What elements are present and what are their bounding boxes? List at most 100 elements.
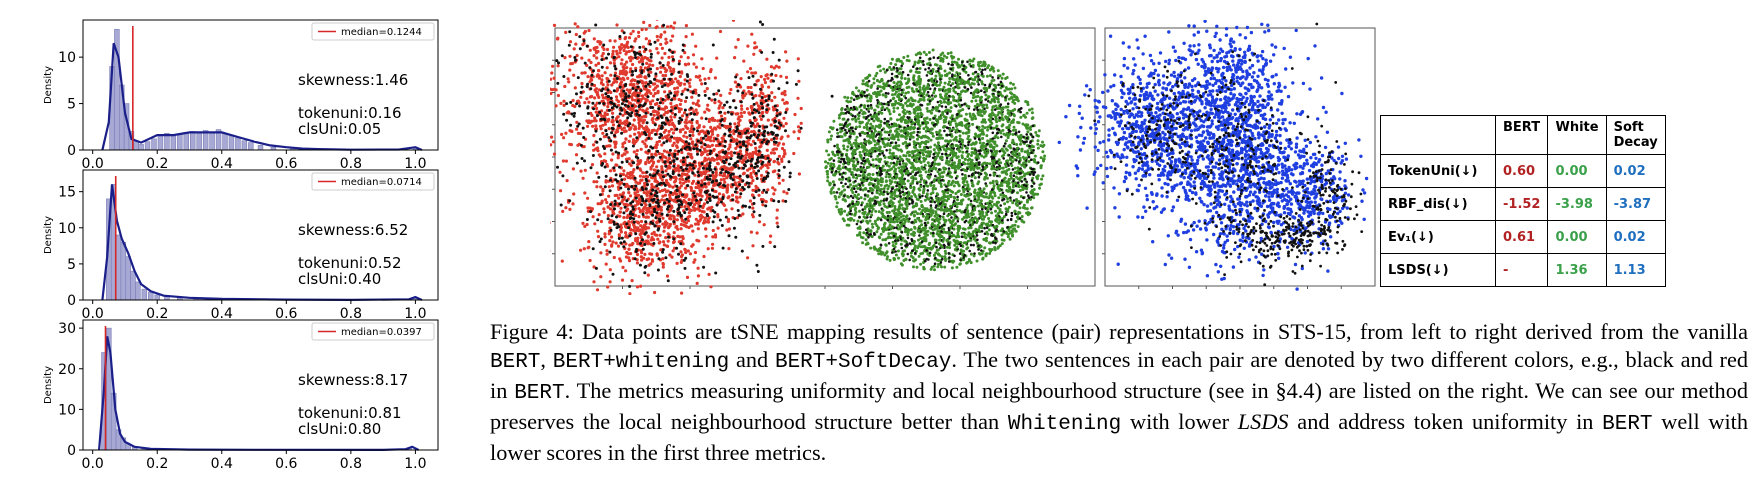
y-axis-label: Density [43, 216, 54, 254]
y-tick-label: 30 [58, 321, 76, 337]
metrics-header-soft: Soft Decay [1605, 115, 1666, 155]
caption-code: BERT+SoftDecay [774, 351, 952, 374]
y-tick-label: 10 [58, 221, 76, 237]
caption-text: and [729, 347, 775, 372]
metrics-value-bert: 0.60 [1494, 154, 1549, 188]
histogram-bar [241, 140, 248, 151]
density-histograms: 0 5 10 0.0 0.2 0.4 0.6 0.8 1.0 Density median=0.12… [43, 19, 439, 470]
caption-text: well with lower scores in the first thre… [490, 409, 1748, 465]
x-tick-label: 0.8 [340, 156, 362, 172]
axis-ticks [552, 59, 1028, 289]
legend: median=0.0714 [311, 172, 435, 191]
histogram-panel: 0 10 20 30 0.0 0.2 0.4 0.6 0.8 1.0 Density median=0… [43, 319, 439, 470]
axes-frame [82, 319, 439, 451]
histogram-bar [144, 141, 151, 151]
x-tick-label: 0.6 [275, 156, 297, 172]
x-tick-label: 0.8 [340, 306, 362, 322]
metrics-table: BERT White Soft Decay TokenUni(↓) 0.60 0… [1380, 115, 1666, 287]
histogram-bar [135, 281, 141, 301]
kde-line [101, 42, 423, 152]
y-tick-label: 20 [58, 362, 76, 378]
x-tick-label: 1.0 [404, 156, 426, 172]
x-tick-label: 0.6 [275, 456, 297, 470]
x-tick-label: 0.4 [211, 306, 233, 322]
caption-text: . The two sentences in each pair are den… [490, 347, 1749, 403]
y-tick-label: 0 [67, 293, 76, 309]
metrics-header-blank [1380, 115, 1496, 155]
caption-code: Whitening [1007, 413, 1122, 436]
histogram-bar [120, 241, 127, 301]
x-tick-label: 0.2 [146, 456, 168, 470]
x-tick-label: 1.0 [404, 306, 426, 322]
y-axis-label: Density [43, 366, 54, 404]
metrics-header-bert: BERT [1494, 115, 1549, 155]
metrics-row-ev1: Ev₁(↓) 0.61 0.00 0.02 [1380, 220, 1666, 254]
caption-text: with lower [1121, 409, 1238, 434]
histogram-bar [130, 270, 136, 301]
histogram-panel: 0 5 10 0.0 0.2 0.4 0.6 0.8 1.0 Density median=0.12… [43, 19, 439, 172]
x-tick-label: 0.0 [82, 456, 104, 470]
metrics-value-soft: -3.87 [1605, 187, 1666, 221]
x-tick-label: 0.2 [146, 306, 168, 322]
histogram-bar [248, 142, 254, 151]
histogram-bar [154, 294, 160, 301]
tsne-plots [550, 20, 1376, 295]
caption-code: BERT [490, 351, 541, 374]
metrics-value-bert: - [1494, 253, 1549, 287]
metrics-row-rbf: RBF_dis(↓) -1.52 -3.98 -3.87 [1380, 187, 1666, 221]
skewness-annotation: skewness:1.46 [298, 71, 408, 89]
y-tick-label: 10 [58, 50, 76, 66]
histogram-bar [222, 132, 228, 151]
skewness-annotation: skewness:6.52 [298, 221, 408, 239]
metrics-value-white: 0.00 [1547, 154, 1607, 188]
histogram-bar [141, 288, 148, 301]
caption-code: BERT [1602, 413, 1653, 436]
metrics-value-soft: 0.02 [1605, 220, 1666, 254]
histogram-bar [183, 132, 189, 151]
kde-line [98, 336, 420, 452]
metrics-value-soft: 0.02 [1605, 154, 1666, 188]
y-axis-label: Density [43, 66, 54, 104]
legend: median=0.1244 [311, 22, 435, 41]
figure-caption: Figure 4: Data points are tSNE mapping r… [490, 318, 1748, 467]
y-tick-label: 0 [67, 443, 76, 459]
clsuni-annotation: clsUni:0.80 [298, 420, 381, 438]
histogram-bar [177, 133, 183, 151]
metrics-value-white: 1.36 [1547, 253, 1607, 287]
legend: median=0.0397 [311, 322, 435, 341]
caption-text: . The metrics measuring uniformity and l… [490, 378, 1748, 434]
metrics-value-soft: 1.13 [1605, 253, 1666, 287]
tsne-whitening-points [824, 48, 1047, 272]
metrics-value-white: 0.00 [1547, 220, 1607, 254]
y-tick-label: 5 [67, 257, 76, 273]
metrics-label: RBF_dis(↓) [1380, 187, 1496, 221]
metrics-header-row: BERT White Soft Decay [1380, 115, 1666, 155]
metrics-label: Ev₁(↓) [1380, 220, 1496, 254]
caption-text: , [540, 347, 553, 372]
histogram-bar [170, 135, 177, 151]
metrics-header-white: White [1547, 115, 1607, 155]
histogram-bar [125, 256, 131, 301]
histogram-bar [257, 145, 264, 151]
x-tick-label: 0.0 [82, 306, 104, 322]
metrics-value-bert: 0.61 [1494, 220, 1549, 254]
caption-label: Figure 4: [490, 319, 574, 344]
legend-text: median=0.0397 [341, 327, 422, 338]
x-tick-label: 0.2 [146, 156, 168, 172]
histogram-bar [115, 234, 122, 301]
histogram-bar [148, 291, 154, 301]
metrics-row-lsds: LSDS(↓) - 1.36 1.13 [1380, 253, 1666, 287]
y-tick-label: 15 [58, 185, 76, 201]
metrics-value-bert: -1.52 [1494, 187, 1549, 221]
clsuni-annotation: clsUni:0.40 [298, 270, 381, 288]
x-tick-label: 0.6 [275, 306, 297, 322]
histogram-bar [209, 132, 215, 151]
histogram-bar [235, 137, 241, 151]
tokenuni-annotation: tokenuni:0.81 [298, 404, 402, 422]
histogram-bar [190, 131, 196, 151]
skewness-annotation: skewness:8.17 [298, 371, 408, 389]
metrics-label: LSDS(↓) [1380, 253, 1496, 287]
tokenuni-annotation: tokenuni:0.16 [298, 104, 402, 122]
caption-text: and address token uniformity in [1288, 409, 1603, 434]
legend-text: median=0.1244 [341, 27, 422, 38]
